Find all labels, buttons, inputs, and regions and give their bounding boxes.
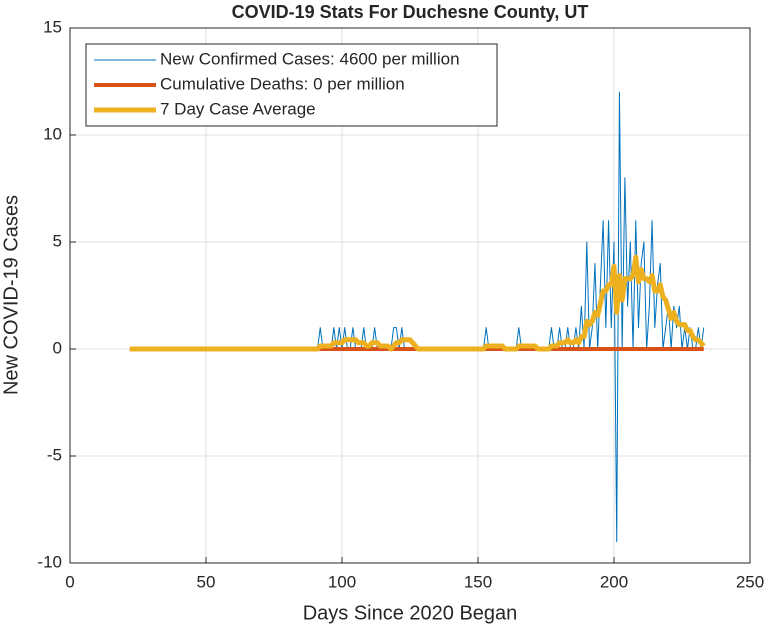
y-tick-label: -5	[47, 445, 62, 464]
plot-frame	[69, 27, 751, 564]
y-tick-label: 10	[43, 124, 62, 143]
x-tick-label: 250	[736, 572, 764, 591]
x-tick-label: 100	[328, 572, 356, 591]
series-line	[129, 254, 706, 352]
y-tick-label: 15	[43, 17, 62, 36]
legend-label: Cumulative Deaths: 0 per million	[160, 74, 405, 93]
y-tick-label: -10	[37, 552, 62, 571]
y-axis-label: New COVID-19 Cases	[0, 195, 22, 395]
legend-label: 7 Day Case Average	[160, 99, 316, 118]
y-tick-label: 0	[53, 338, 62, 357]
x-tick-label: 0	[65, 572, 74, 591]
legend: New Confirmed Cases: 4600 per million Cum…	[85, 43, 498, 127]
x-tick-label: 200	[600, 572, 628, 591]
x-tick-label: 150	[464, 572, 492, 591]
x-tick-label: 50	[197, 572, 216, 591]
legend-label: New Confirmed Cases: 4600 per million	[160, 49, 460, 68]
x-axis-label: Days Since 2020 Began	[303, 602, 518, 624]
y-tick-label: 5	[53, 231, 62, 250]
chart-title: COVID-19 Stats For Duchesne County, UT	[232, 2, 589, 22]
